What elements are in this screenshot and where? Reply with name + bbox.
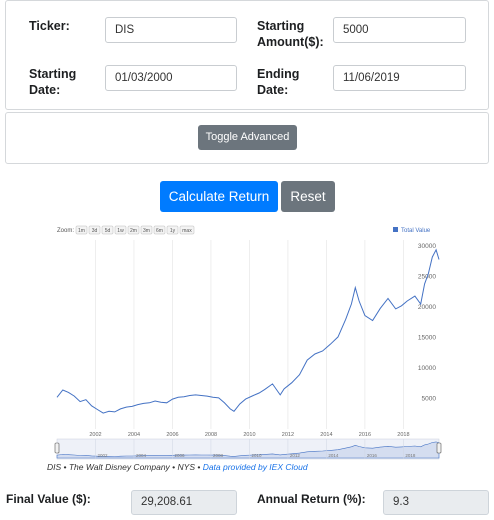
- x-tick-label: 2008: [205, 432, 217, 438]
- chart-caption: DIS • The Walt Disney Company • NYS • Da…: [47, 462, 308, 472]
- y-tick-label: 5000: [422, 396, 437, 403]
- navigator-tick-label: 2006: [174, 453, 185, 458]
- calculate-return-button[interactable]: Calculate Return: [160, 181, 278, 212]
- starting-amount-input[interactable]: 5000: [333, 17, 466, 43]
- zoom-buttons: 1m 3d 5d 1w 2m 3m 6m 1y max: [75, 225, 195, 235]
- navigator-tick-label: 2004: [136, 453, 147, 458]
- zoom-button-1y[interactable]: [166, 225, 179, 235]
- x-tick-label: 2006: [166, 432, 178, 438]
- zoom-button-6m[interactable]: [153, 225, 166, 235]
- zoom-button-label: 2m: [130, 228, 137, 234]
- chart-caption-text: DIS • The Walt Disney Company • NYS •: [47, 462, 203, 472]
- final-value-field[interactable]: 29,208.61: [131, 490, 237, 515]
- y-tick-label: 20000: [418, 304, 436, 311]
- iex-cloud-link[interactable]: Data provided by IEX Cloud: [202, 462, 308, 472]
- y-tick-label: 15000: [418, 335, 436, 342]
- total-value-line: [56, 248, 440, 414]
- x-tick-label: 2004: [128, 432, 140, 438]
- navigator-tick-label: 2016: [367, 453, 378, 458]
- chart-svg: Zoom: 1m 3d 5d 1w 2m 3m 6m 1y max Total Value 50…: [54, 225, 442, 460]
- navigator-left-handle[interactable]: [54, 442, 60, 454]
- annual-return-field[interactable]: 9.3: [383, 490, 489, 515]
- zoom-button-1m[interactable]: [75, 225, 88, 235]
- x-tick-label: 2016: [359, 432, 371, 438]
- navigator-tick-label: 2002: [97, 453, 108, 458]
- legend-label: Total Value: [401, 228, 431, 234]
- zoom-button-label: 3m: [143, 228, 150, 234]
- x-tick-label: 2014: [320, 432, 332, 438]
- x-tick-label: 2002: [89, 432, 101, 438]
- starting-date-label: Starting Date:: [29, 66, 76, 98]
- reset-button[interactable]: Reset: [281, 181, 335, 212]
- chart-grid: [95, 240, 404, 429]
- x-axis-ticks: 2002 2004 2006 2008 2010 2012 2014 2016 2018: [89, 432, 409, 438]
- x-tick-label: 2012: [282, 432, 294, 438]
- zoom-button-label: 1y: [170, 228, 176, 234]
- final-value-label: Final Value ($):: [6, 492, 91, 506]
- starting-amount-label: Starting Amount($):: [257, 18, 324, 50]
- navigator-tick-label: 2012: [290, 453, 301, 458]
- y-tick-label: 30000: [418, 243, 436, 250]
- zoom-button-label: max: [182, 228, 192, 234]
- navigator-series: [56, 441, 440, 459]
- starting-amount-label-line2: Amount($):: [257, 35, 324, 49]
- zoom-button-label: 5d: [105, 228, 111, 234]
- starting-amount-label-line1: Starting: [257, 19, 305, 33]
- starting-date-label-line2: Date:: [29, 83, 61, 97]
- zoom-button-label: 1w: [117, 228, 124, 234]
- zoom-button-label: 6m: [156, 228, 163, 234]
- starting-date-input[interactable]: 01/03/2000: [105, 65, 237, 91]
- navigator-tick-label: 2014: [328, 453, 339, 458]
- legend-swatch: [393, 227, 398, 232]
- navigator-tick-label: 2008: [213, 453, 224, 458]
- ticker-label: Ticker:: [29, 19, 70, 33]
- x-tick-label: 2010: [243, 432, 255, 438]
- ending-date-label-line1: Ending: [257, 67, 300, 81]
- zoom-button-2m[interactable]: [127, 225, 140, 235]
- ending-date-input[interactable]: 11/06/2019: [333, 65, 466, 91]
- starting-date-label-line1: Starting: [29, 67, 77, 81]
- ending-date-label-line2: Date:: [257, 83, 289, 97]
- stock-chart: Zoom: 1m 3d 5d 1w 2m 3m 6m 1y max Total Value 50…: [52, 222, 444, 462]
- zoom-button-label: 1m: [78, 228, 85, 234]
- zoom-button-1w[interactable]: [114, 225, 127, 235]
- navigator-right-handle[interactable]: [436, 442, 442, 454]
- x-tick-label: 2018: [397, 432, 409, 438]
- ending-date-label: Ending Date:: [257, 66, 299, 98]
- annual-return-label: Annual Return (%):: [257, 492, 366, 506]
- navigator-ticks: 2002 2004 2006 2008 2010 2012 2014 2016 2018: [95, 439, 416, 459]
- zoom-button-3d[interactable]: [88, 225, 101, 235]
- zoom-button-max[interactable]: [179, 225, 195, 235]
- zoom-button-5d[interactable]: [101, 225, 114, 235]
- zoom-button-3m[interactable]: [140, 225, 153, 235]
- navigator-tick-label: 2018: [405, 453, 416, 458]
- zoom-button-label: 3d: [92, 228, 98, 234]
- zoom-label: Zoom:: [57, 228, 74, 234]
- y-tick-label: 10000: [418, 365, 436, 372]
- toggle-advanced-button[interactable]: Toggle Advanced: [198, 125, 297, 150]
- ticker-input[interactable]: DIS: [105, 17, 237, 43]
- navigator-tick-label: 2010: [251, 453, 262, 458]
